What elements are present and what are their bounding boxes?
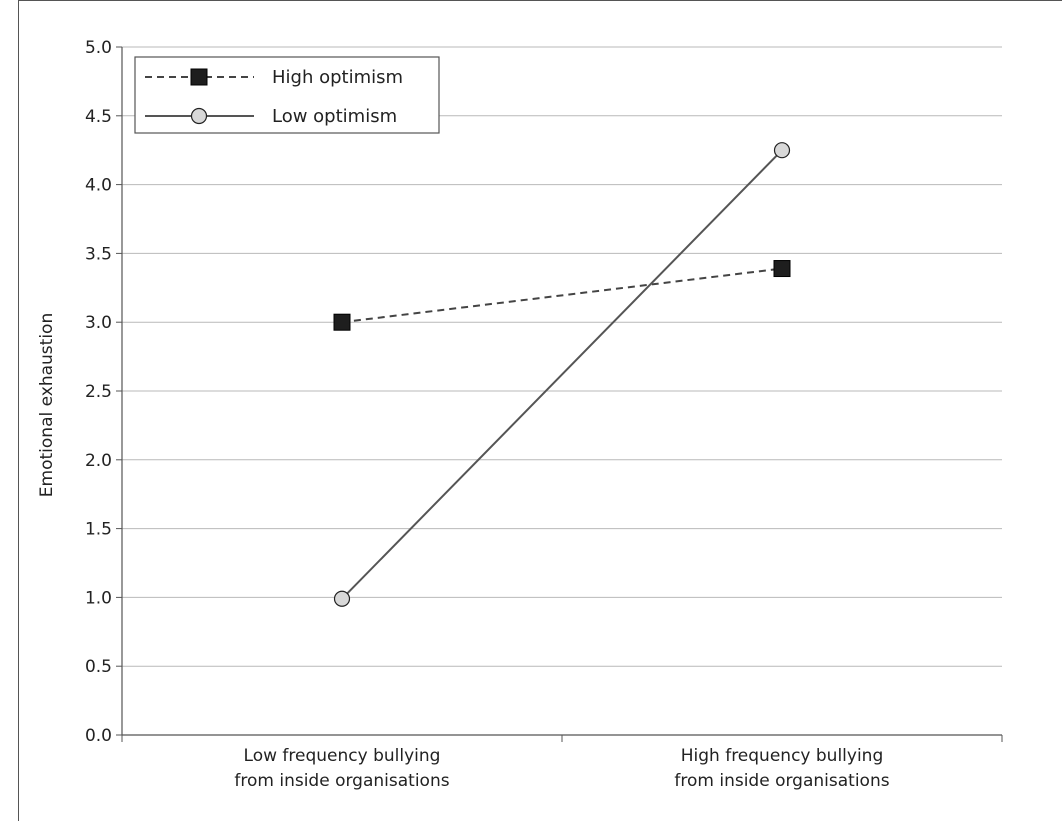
square-marker [333,313,351,331]
y-tick-label: 1.0 [85,588,112,608]
x-category-label: Low frequency bullying [244,746,441,766]
series-markers-low-optimism [333,142,791,607]
series-line [341,267,783,324]
axes: 0.0 0.5 1.0 1.5 2.0 2.5 3.0 3.5 4.0 4.5 5.0 Low fre… [85,38,1003,791]
series-low-optimism [341,149,783,600]
series-high-optimism [341,267,783,324]
square-marker [773,260,791,278]
circle-marker [773,142,791,159]
y-tick-label: 0.5 [85,657,112,677]
legend: High optimism Low optimism [134,56,440,134]
y-tick-label: 5.0 [85,38,112,58]
series-line [341,149,783,600]
circle-marker [333,590,351,607]
y-tick-label: 3.0 [85,313,112,333]
legend-circle-marker [190,107,208,125]
y-tick-label: 2.0 [85,451,112,471]
gridlines [122,46,1002,667]
legend-label: High optimism [272,67,403,88]
y-tick-label: 4.0 [85,176,112,196]
series [333,142,791,607]
legend-box [134,56,440,134]
y-tick-label: 3.5 [85,244,112,264]
y-tick-label: 4.5 [85,107,112,127]
series-markers-high-optimism [333,260,791,331]
y-tick-label: 1.5 [85,520,112,540]
x-category-label: from inside organisations [234,771,449,791]
y-tick-label: 0.0 [85,726,112,746]
y-axis-label: Emotional exhaustion [37,313,57,497]
y-tick-label: 2.5 [85,382,112,402]
legend-square-marker [190,68,208,86]
x-category-label: High frequency bullying [681,746,884,766]
x-category-label: from inside organisations [674,771,889,791]
legend-label: Low optimism [272,106,397,127]
